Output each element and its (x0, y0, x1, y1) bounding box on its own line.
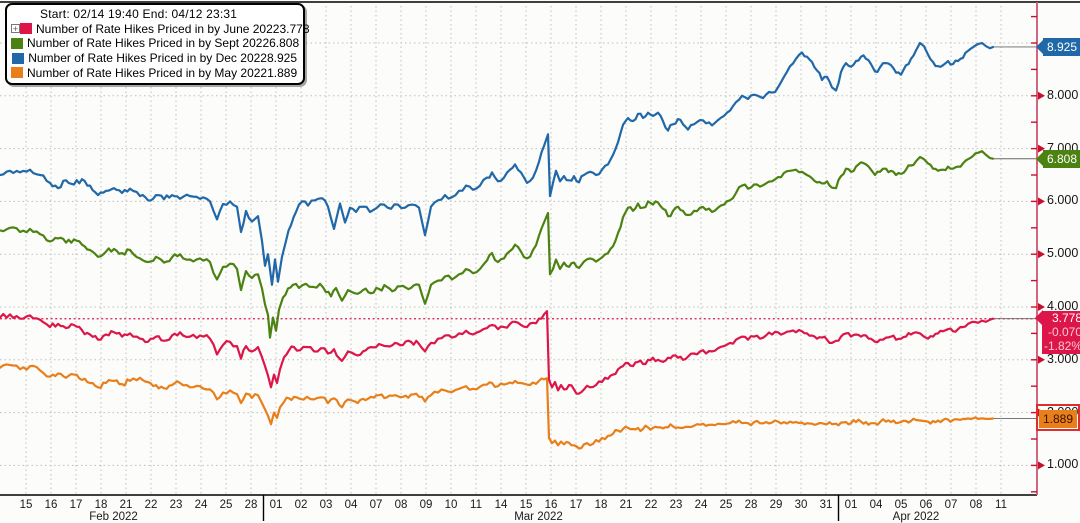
last-price: 3.778 (1051, 310, 1080, 325)
legend-box[interactable]: Start: 02/14 19:40 End: 04/12 23:31 + Nu… (5, 3, 310, 85)
x-axis-tick-label: 08 (969, 499, 983, 511)
series-line (0, 363, 995, 450)
legend-item-june-2022[interactable]: + Number of Rate Hikes Priced in by June… (11, 21, 310, 37)
x-axis-tick-label: 22 (644, 499, 658, 511)
x-axis-tick-label: 07 (369, 499, 383, 511)
y-axis-label: 5.000 (1047, 246, 1079, 261)
badge-arrow-icon (1035, 309, 1043, 326)
legend-start-end: Start: 02/14 19:40 End: 04/12 23:31 (40, 7, 238, 22)
y-axis-label: 1.000 (1047, 457, 1079, 472)
series-line (0, 150, 995, 339)
x-axis-tick-label: 10 (444, 499, 458, 511)
month-label: Feb 2022 (89, 511, 138, 523)
series-swatch-june (20, 23, 32, 35)
month-label: Apr 2022 (892, 511, 940, 523)
x-axis-tick-label: 23 (669, 499, 683, 511)
legend-item-dec-2022[interactable]: Number of Rate Hikes Priced in by Dec 20… (11, 51, 297, 66)
badge-arrow-icon (1036, 150, 1044, 167)
last-price-badge-sept-2022[interactable]: 6.808 (1036, 149, 1080, 168)
y-axis-label: 3.000 (1047, 351, 1079, 366)
x-axis-tick-label: 16 (544, 499, 558, 511)
legend-label: Number of Rate Hikes Priced in by June 2… (36, 21, 280, 36)
x-axis-tick-label: 31 (819, 499, 833, 511)
series-swatch-may (11, 67, 23, 79)
x-axis-tick-label: 11 (470, 499, 482, 511)
x-axis-tick-label: 07 (944, 499, 958, 511)
legend-value: 8.925 (266, 51, 297, 66)
x-axis-tick-label: 30 (794, 499, 808, 511)
legend-value: 6.808 (269, 36, 300, 51)
series-line (0, 41, 995, 286)
x-axis-tick-label: 08 (394, 499, 408, 511)
last-price-badge-may-2022-highlight[interactable]: 1.889 (1036, 404, 1080, 432)
x-axis-tick-label: 02 (294, 499, 308, 511)
y-axis-label: 4.000 (1047, 299, 1079, 313)
x-axis-tick-label: 24 (194, 499, 208, 511)
x-axis-tick-label: 28 (744, 499, 758, 511)
x-axis-tick-label: 01 (269, 499, 283, 511)
legend-label: Number of Rate Hikes Priced in by Sept 2… (27, 36, 270, 51)
x-axis-tick-label: 24 (694, 499, 708, 511)
x-axis-tick-label: 22 (144, 499, 158, 511)
pct-change: -1.82% (1043, 339, 1080, 354)
series-swatch-sept (11, 37, 23, 49)
x-axis-tick-label: 01 (844, 499, 858, 511)
last-price-badge-june-2022[interactable]: 3.778 -0.070 -1.82% (1035, 309, 1080, 354)
x-axis-tick-label: 03 (319, 499, 333, 511)
x-axis-tick-label: 23 (169, 499, 183, 511)
series-line (0, 310, 995, 395)
x-axis-tick-label: 15 (519, 499, 533, 511)
x-axis-tick-label: 21 (119, 499, 133, 511)
month-label: Mar 2022 (514, 511, 563, 523)
x-axis-tick-label: 25 (219, 499, 233, 511)
x-axis-tick-label: 15 (19, 499, 33, 511)
legend-label: Number of Rate Hikes Priced in by May 20… (27, 65, 268, 80)
x-axis-tick-label: 04 (344, 499, 358, 511)
x-axis-tick-label: 18 (594, 499, 608, 511)
x-axis-tick-label: 05 (894, 499, 908, 511)
x-axis-tick-label: 25 (719, 499, 733, 511)
badge-arrow-icon (1036, 38, 1044, 55)
x-axis-tick-label: 14 (494, 499, 508, 511)
x-axis-tick-label: 09 (419, 499, 433, 511)
last-price-badge-dec-2022[interactable]: 8.925 (1036, 37, 1080, 56)
x-axis-tick-label: 21 (619, 499, 633, 511)
legend-value: 3.778 (279, 21, 310, 36)
x-axis-tick-label: 28 (244, 499, 258, 511)
y-axis-label: 8.000 (1047, 87, 1079, 102)
legend-item-sept-2022[interactable]: Number of Rate Hikes Priced in by Sept 2… (11, 36, 300, 51)
x-axis-tick-label: 29 (769, 499, 783, 511)
x-axis-tick-label: 18 (94, 499, 108, 511)
x-axis-tick-label: 06 (919, 499, 933, 511)
legend-item-may-2022[interactable]: Number of Rate Hikes Priced in by May 20… (11, 65, 297, 80)
series-swatch-dec (12, 52, 25, 64)
legend-label: Number of Rate Hikes Priced in by Dec 20… (28, 51, 267, 66)
net-change: -0.070 (1047, 325, 1080, 340)
y-axis-label: 6.000 (1047, 193, 1079, 208)
x-axis-tick-label: 04 (869, 499, 883, 511)
x-axis-tick-label: 11 (995, 499, 1007, 511)
legend-value: 1.889 (267, 65, 298, 80)
x-axis-tick-label: 17 (569, 499, 583, 511)
x-axis-tick-label: 16 (44, 499, 58, 511)
x-axis-tick-label: 17 (69, 499, 83, 511)
last-price: 1.889 (1039, 410, 1077, 429)
expand-legend-icon[interactable]: + (11, 24, 20, 35)
